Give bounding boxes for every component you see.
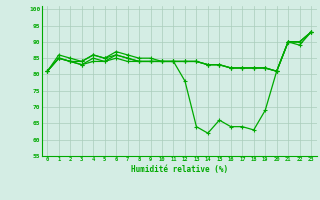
X-axis label: Humidité relative (%): Humidité relative (%): [131, 165, 228, 174]
